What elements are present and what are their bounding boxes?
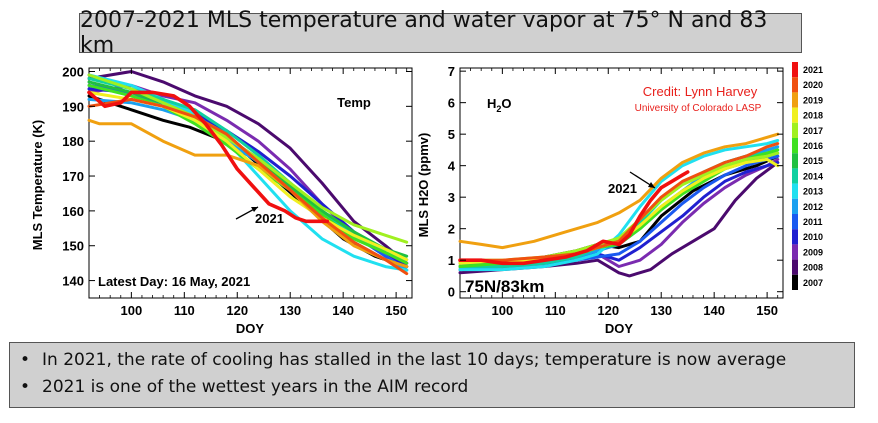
legend-label-2008: 2008 bbox=[803, 263, 823, 273]
water-vapor-xtick-label: 140 bbox=[703, 303, 725, 318]
legend-label-2014: 2014 bbox=[803, 171, 823, 181]
water-vapor-series-2021 bbox=[458, 170, 690, 266]
temperature-series-2021 bbox=[87, 90, 330, 224]
legend-label-2013: 2013 bbox=[803, 187, 823, 197]
temperature-xtick-label: 110 bbox=[174, 303, 195, 318]
summary-bullet-text: In 2021, the rate of cooling has stalled… bbox=[42, 350, 787, 370]
water-vapor-series-2019 bbox=[458, 132, 780, 250]
legend-swatch-2012 bbox=[792, 198, 798, 214]
water-vapor-xtick-label: 120 bbox=[597, 303, 619, 318]
legend-swatch-2021 bbox=[792, 62, 798, 78]
water-vapor-ytick-label: 7 bbox=[448, 64, 455, 79]
temperature-series-group bbox=[87, 70, 409, 276]
legend-label-2019: 2019 bbox=[803, 95, 823, 105]
temperature-series-2019 bbox=[87, 118, 409, 269]
water-vapor-xtick-label: 100 bbox=[492, 303, 514, 318]
legend-label-2012: 2012 bbox=[803, 202, 823, 212]
temperature-ytick-label: 170 bbox=[62, 169, 84, 184]
legend-label-2010: 2010 bbox=[803, 232, 823, 242]
legend-swatch-2014 bbox=[792, 168, 798, 184]
legend-label-2015: 2015 bbox=[803, 156, 823, 166]
temperature-ytick-label: 140 bbox=[62, 274, 84, 289]
legend-swatch-2009 bbox=[792, 244, 798, 260]
credit-annotation: Credit: Lynn Harvey bbox=[643, 84, 758, 99]
water-vapor-xtick-label: 110 bbox=[545, 303, 566, 318]
charts-canvas: 100 110 120 130 140 150140150160170180190200 … bbox=[30, 62, 823, 336]
water-vapor-xlabel: DOY bbox=[605, 321, 634, 336]
temperature-ytick-label: 200 bbox=[62, 64, 84, 79]
legend-swatch-2007 bbox=[792, 274, 798, 290]
water-vapor-panel-label: H2O bbox=[487, 96, 512, 114]
water-vapor-ylabel: MLS H2O (ppmv) bbox=[416, 133, 431, 238]
legend-swatch-2020 bbox=[792, 77, 798, 93]
legend-label-2011: 2011 bbox=[803, 217, 823, 227]
latest-day-annotation: Latest Day: 16 May, 2021 bbox=[98, 274, 250, 289]
temperature-xtick-label: 120 bbox=[226, 303, 248, 318]
summary-box: • In 2021, the rate of cooling has stalle… bbox=[9, 342, 855, 408]
water-vapor-ytick-label: 6 bbox=[448, 96, 455, 111]
temperature-xtick-label: 150 bbox=[385, 303, 407, 318]
legend-swatch-2010 bbox=[792, 229, 798, 245]
water-vapor-ytick-label: 5 bbox=[448, 127, 455, 142]
temperature-xtick-label: 130 bbox=[279, 303, 301, 318]
temperature-xtick-label: 140 bbox=[332, 303, 354, 318]
water-vapor-ytick-label: 0 bbox=[448, 285, 455, 300]
legend-label-2018: 2018 bbox=[803, 111, 823, 121]
water-vapor-panel: 100 110 120 130 140 150 0 1 2 3 4 5 6 7 MLS H2O (ppmv… bbox=[416, 64, 784, 336]
legend-label-2021: 2021 bbox=[803, 65, 823, 75]
legend-label-2007: 2007 bbox=[803, 278, 823, 288]
legend-swatch-2018 bbox=[792, 107, 798, 123]
water-vapor-2021-arrowhead bbox=[648, 182, 655, 188]
water-vapor-ytick-label: 2 bbox=[448, 222, 455, 237]
temperature-2021-annotation: 2021 bbox=[255, 211, 284, 226]
temperature-ytick-label: 180 bbox=[62, 134, 84, 149]
legend-swatch-2015 bbox=[792, 153, 798, 169]
water-vapor-ytick-label: 1 bbox=[448, 253, 455, 268]
legend-swatch-2011 bbox=[792, 214, 798, 230]
summary-bullet-text: 2021 is one of the wettest years in the … bbox=[42, 377, 469, 397]
temperature-ytick-label: 190 bbox=[62, 99, 84, 114]
temperature-series-2020 bbox=[87, 97, 409, 276]
summary-bullet: • In 2021, the rate of cooling has stalle… bbox=[20, 347, 844, 374]
water-vapor-ytick-label: 4 bbox=[448, 159, 456, 174]
temperature-series-2017 bbox=[87, 73, 409, 244]
water-vapor-2021-annotation: 2021 bbox=[608, 181, 637, 196]
bullet-dot: • bbox=[20, 377, 31, 397]
legend-swatch-2013 bbox=[792, 183, 798, 199]
water-vapor-series-group bbox=[458, 132, 780, 278]
legend-swatch-2016 bbox=[792, 138, 798, 154]
water-vapor-xtick-label: 150 bbox=[756, 303, 778, 318]
year-legend: 2021 2020 2019 2018 2017 2016 2015 2014 2013 2012… bbox=[792, 62, 823, 290]
bullet-dot: • bbox=[20, 350, 31, 370]
legend-swatch-2008 bbox=[792, 259, 798, 275]
legend-swatch-2019 bbox=[792, 92, 798, 108]
temperature-panel-label: Temp bbox=[337, 95, 371, 110]
temperature-2021-arrowhead bbox=[251, 207, 258, 212]
legend-swatch-2017 bbox=[792, 122, 798, 138]
temperature-ytick-label: 160 bbox=[62, 204, 84, 219]
temperature-xtick-label: 100 bbox=[121, 303, 143, 318]
water-vapor-series-2020 bbox=[458, 142, 780, 262]
temperature-ytick-label: 150 bbox=[62, 239, 84, 254]
legend-label-2017: 2017 bbox=[803, 126, 823, 136]
temperature-xlabel: DOY bbox=[236, 321, 265, 336]
legend-label-2020: 2020 bbox=[803, 80, 823, 90]
page-title: 2007-2021 MLS temperature and water vapo… bbox=[79, 8, 802, 58]
location-annotation: 75N/83km bbox=[465, 277, 544, 296]
summary-bullet: • 2021 is one of the wettest years in the… bbox=[20, 374, 844, 401]
temperature-ylabel: MLS Temperature (K) bbox=[30, 120, 45, 251]
temperature-panel: 100 110 120 130 140 150140150160170180190200 … bbox=[30, 64, 413, 336]
water-vapor-series-2013 bbox=[458, 139, 780, 272]
legend-label-2016: 2016 bbox=[803, 141, 823, 151]
affiliation-annotation: University of Colorado LASP bbox=[635, 103, 762, 114]
water-vapor-ytick-label: 3 bbox=[448, 190, 455, 205]
legend-label-2009: 2009 bbox=[803, 247, 823, 257]
water-vapor-xtick-label: 130 bbox=[650, 303, 672, 318]
